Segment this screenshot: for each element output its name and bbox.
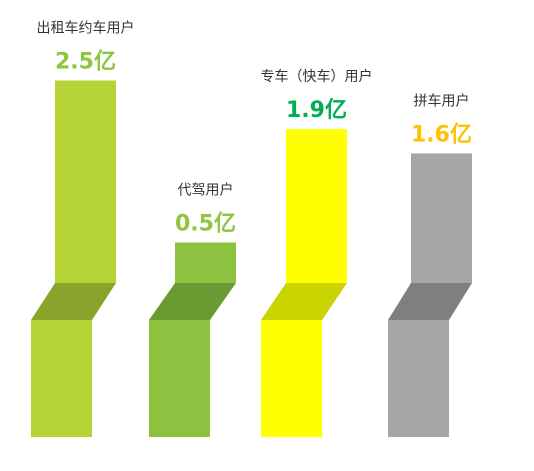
bar-fold-1 (31, 283, 116, 320)
bar-top-2 (175, 242, 236, 283)
category-label-1: 出租车约车用户 (37, 20, 135, 37)
value-label-1: 2.5亿 (55, 50, 116, 75)
bar-top-3 (286, 129, 347, 283)
bar-bottom-1 (31, 320, 92, 437)
category-label-3: 专车（快车）用户 (261, 68, 373, 85)
bar-bottom-3 (261, 320, 322, 437)
value-label-2: 0.5亿 (175, 212, 236, 237)
bar-fold-2 (149, 283, 236, 320)
bar-bottom-4 (388, 320, 449, 437)
bar-top-1 (55, 80, 116, 283)
bar-top-4 (411, 153, 472, 283)
value-label-3: 1.9亿 (286, 98, 347, 123)
bar-fold-4 (388, 283, 472, 320)
category-label-4: 拼车用户 (414, 92, 470, 109)
category-label-2: 代驾用户 (178, 182, 234, 199)
bar-fold-3 (261, 283, 347, 320)
value-label-4: 1.6亿 (411, 122, 472, 147)
bar-bottom-2 (149, 320, 210, 437)
